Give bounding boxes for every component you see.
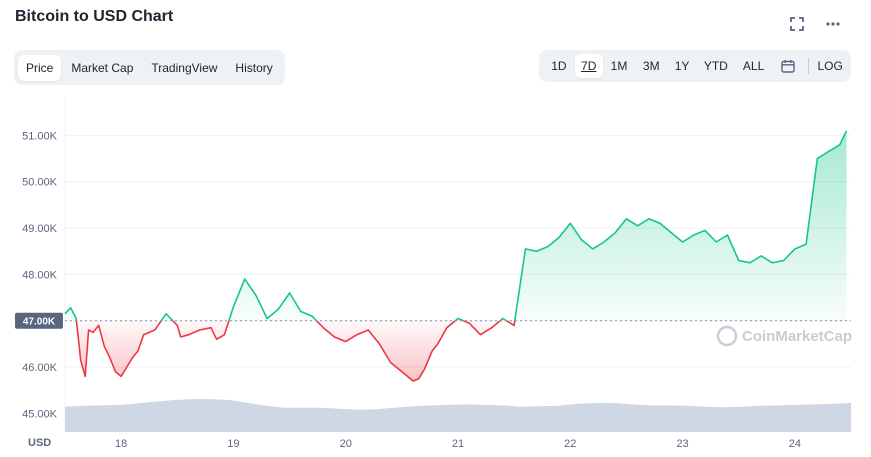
current-price-badge: 47.00K (15, 312, 63, 329)
price-line-down (75, 320, 516, 382)
y-tick-label: 48.00K (22, 269, 58, 281)
x-tick-label: 18 (115, 438, 127, 450)
volume-area (65, 399, 851, 432)
range-7d[interactable]: 7D (574, 54, 603, 78)
range-3m[interactable]: 3M (642, 59, 660, 73)
more-options-icon-glyph (826, 22, 840, 26)
y-tick-label: 46.00K (22, 362, 58, 374)
log-scale-toggle[interactable]: LOG (817, 59, 843, 73)
price-fill-area (65, 130, 847, 381)
calendar-icon[interactable] (772, 54, 804, 78)
expand-icon[interactable] (787, 14, 807, 34)
tab-market-cap[interactable]: Market Cap (71, 60, 134, 75)
y-tick-label: 49.00K (22, 223, 58, 235)
range-divider (808, 58, 810, 74)
chart-view-tabs: Price Market Cap TradingView History (14, 50, 285, 85)
tab-history[interactable]: History (235, 60, 273, 75)
price-area-down (65, 320, 847, 381)
x-tick-label: 23 (676, 438, 688, 450)
watermark-text: CoinMarketCap (742, 328, 852, 345)
price-area-up (65, 130, 847, 321)
range-1y[interactable]: 1Y (674, 59, 690, 73)
tab-tradingview[interactable]: TradingView (151, 60, 218, 75)
x-axis-labels: 18 19 20 21 22 23 24 (115, 438, 801, 450)
page-title: Bitcoin to USD Chart (15, 8, 174, 25)
range-ytd[interactable]: YTD (703, 59, 728, 73)
coinmarketcap-logo-icon (716, 325, 738, 347)
y-tick-label: 51.00K (22, 130, 58, 142)
expand-icon-glyph (790, 17, 804, 31)
tab-price[interactable]: Price (18, 54, 62, 81)
y-tick-label: 45.00K (22, 408, 58, 420)
currency-label: USD (28, 437, 51, 449)
range-all[interactable]: ALL (742, 59, 765, 73)
x-tick-label: 21 (452, 438, 464, 450)
x-tick-label: 24 (789, 438, 801, 450)
calendar-icon-glyph (781, 60, 796, 73)
coinmarketcap-watermark: CoinMarketCap (716, 325, 852, 347)
baseline-badge-label: 47.00K (23, 316, 56, 327)
x-tick-label: 20 (340, 438, 352, 450)
y-axis-labels: 45.00K 46.00K 48.00K 49.00K 50.00K 51.00K (22, 130, 58, 420)
y-tick-label: 50.00K (22, 177, 58, 189)
range-1m[interactable]: 1M (610, 59, 628, 73)
x-tick-label: 22 (564, 438, 576, 450)
time-range-selector: 1D 7D 1M 3M 1Y YTD ALL LOG (539, 50, 851, 82)
price-line-up (64, 130, 848, 321)
price-line (64, 130, 848, 382)
x-tick-label: 19 (227, 438, 239, 450)
more-options-icon[interactable] (823, 14, 843, 34)
baseline-badge-bg (15, 312, 63, 329)
range-1d[interactable]: 1D (551, 59, 567, 73)
